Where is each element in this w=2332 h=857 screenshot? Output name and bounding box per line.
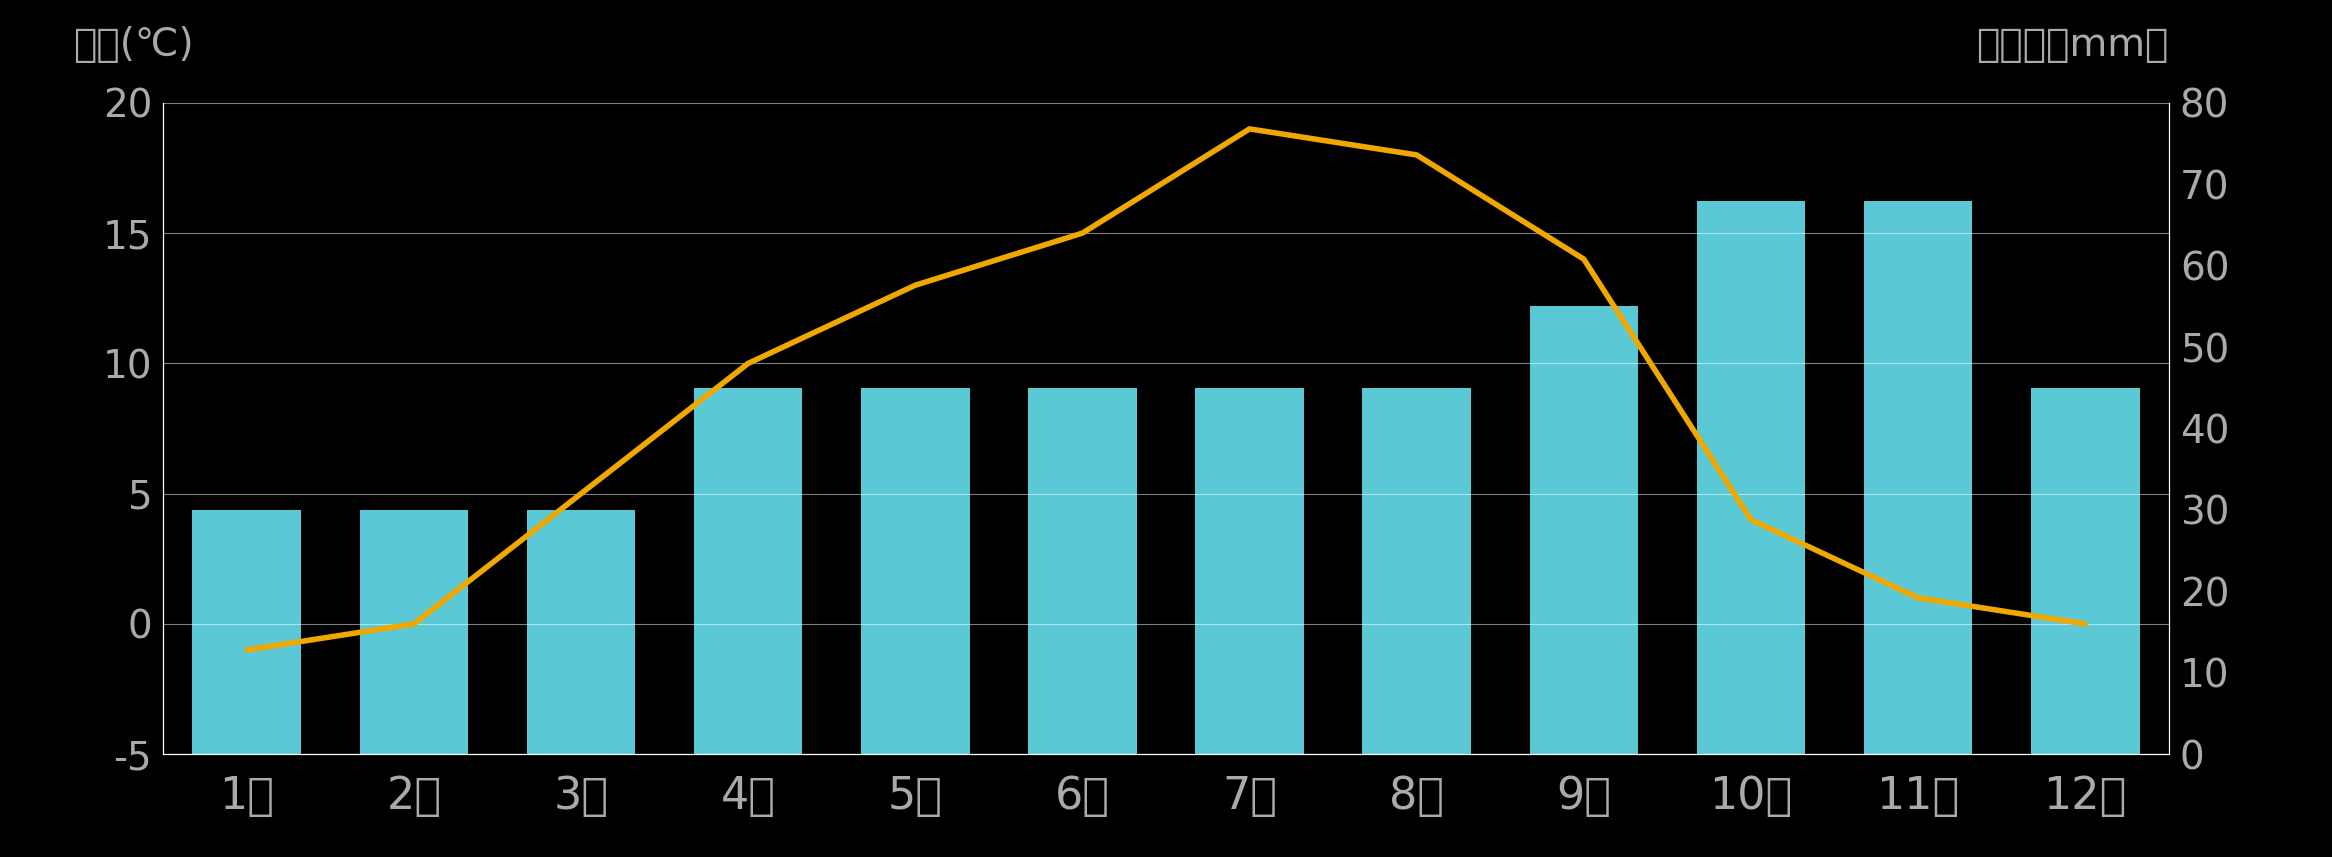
- Bar: [1362, 388, 1471, 754]
- Bar: [527, 510, 634, 754]
- Bar: [861, 388, 970, 754]
- Bar: [194, 510, 301, 754]
- Text: 気温(℃): 気温(℃): [72, 26, 194, 63]
- Bar: [359, 510, 469, 754]
- Bar: [1863, 201, 1973, 754]
- Bar: [1196, 388, 1304, 754]
- Bar: [2031, 388, 2138, 754]
- Bar: [1530, 307, 1637, 754]
- Bar: [695, 388, 802, 754]
- Text: 降水量（mm）: 降水量（mm）: [1978, 26, 2169, 63]
- Bar: [1698, 201, 1805, 754]
- Bar: [1028, 388, 1136, 754]
